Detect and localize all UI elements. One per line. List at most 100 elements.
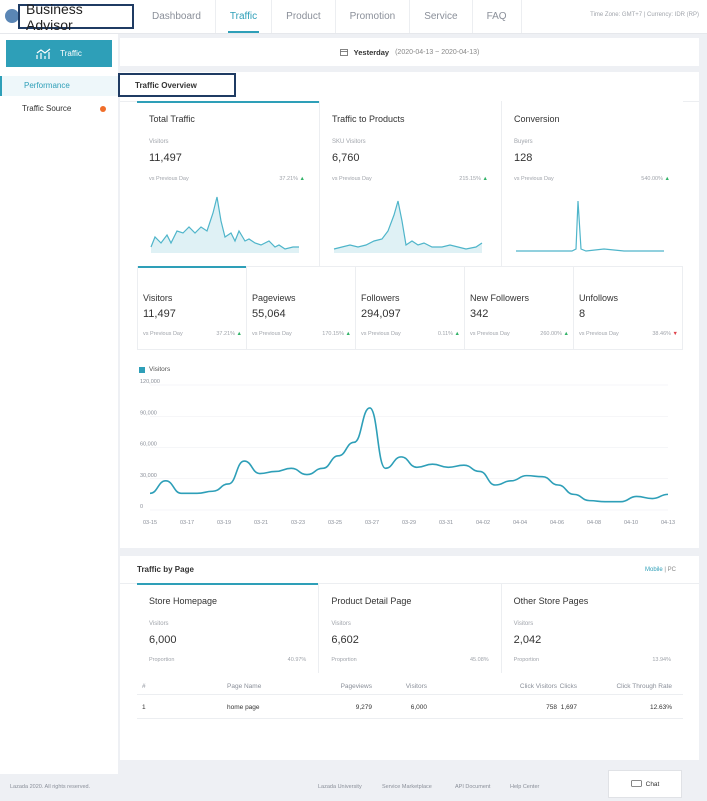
up-arrow-icon: ▲ <box>482 176 488 182</box>
y-tick-label: 30,000 <box>140 473 157 479</box>
compare-value: 37.21% <box>279 176 299 182</box>
metric-tab-pageviews[interactable]: Pageviews 55,064 vs Previous Day 170.15% ▲ <box>247 266 356 350</box>
metric-tab-followers[interactable]: Followers 294,097 vs Previous Day 0.11% ▲ <box>356 266 465 350</box>
nav-promotion[interactable]: Promotion <box>336 0 411 33</box>
table-header: # Page Name Pageviews Visitors Click Visitor… <box>137 680 683 694</box>
compare-pct: 0.11% ▲ <box>438 331 460 337</box>
proportion-label: Proportion <box>513 657 540 663</box>
table-row[interactable]: 1 home page 9,279 6,000 758 1,697 12.63% <box>137 695 683 719</box>
x-tick-label: 03-25 <box>328 520 342 526</box>
nav-faq[interactable]: FAQ <box>473 0 522 33</box>
chat-button[interactable]: Chat <box>608 770 682 798</box>
footer-link-api[interactable]: API Document <box>455 784 491 790</box>
page-card-product-detail-page[interactable]: Product Detail Page Visitors 6,602 Proporti… <box>318 583 500 673</box>
visitors-line-chart: 0 30,000 60,000 90,000 120,000 03-15 03-17 03-1… <box>140 379 675 526</box>
device-toggle: Mobile | PC <box>645 567 676 573</box>
x-tick-label: 03-23 <box>291 520 305 526</box>
sparkline-conversion <box>516 200 664 252</box>
date-label: Yesterday <box>353 47 390 57</box>
card-label: Visitors <box>149 139 169 145</box>
card-compare: vs Previous Day 215.15% ▲ <box>332 176 488 182</box>
sidebar-item-traffic-source[interactable]: Traffic Source <box>0 99 118 119</box>
compare-pct: 215.15% ▲ <box>459 176 488 182</box>
compare-pct: 37.21% ▲ <box>279 176 305 182</box>
proportion-value: 13.94% <box>652 657 671 663</box>
page-card-other-store-pages[interactable]: Other Store Pages Visitors 2,042 Proportion… <box>500 583 683 673</box>
card-value: 6,760 <box>332 152 360 164</box>
legend-swatch <box>139 366 145 373</box>
sparkline-traffic-to-products <box>333 200 483 253</box>
compare-value: 38.46% <box>652 331 672 337</box>
column-header: Click Visitors <box>519 683 557 690</box>
card-conversion[interactable]: Conversion Buyers 128 vs Previous Day 540… <box>501 101 683 266</box>
x-tick-label: 04-04 <box>513 520 527 526</box>
card-total-traffic[interactable]: Total Traffic Visitors 11,497 vs Previou… <box>137 101 319 266</box>
x-tick-label: 04-02 <box>476 520 490 526</box>
sidebar-item-performance[interactable]: Performance <box>0 76 118 96</box>
card-label: Visitors <box>331 621 351 627</box>
metric-tabs: Visitors 11,497 vs Previous Day 37.21% ▲ Pag… <box>137 266 683 350</box>
page-card-store-homepage[interactable]: Store Homepage Visitors 6,000 Proportion 40.… <box>137 583 319 673</box>
card-compare: vs Previous Day 37.21% ▲ <box>149 176 305 182</box>
metric-title: Visitors <box>143 293 173 303</box>
nav-service[interactable]: Service <box>410 0 473 33</box>
x-tick-label: 04-08 <box>587 520 601 526</box>
card-label: SKU Visitors <box>332 139 366 145</box>
card-title: Store Homepage <box>149 596 218 606</box>
metric-tab-unfollows[interactable]: Unfollows 8 vs Previous Day 38.46% ▼ <box>574 266 683 350</box>
metric-value: 8 <box>579 308 586 320</box>
metric-tab-new-followers[interactable]: New Followers 342 vs Previous Day 260.00% ▲ <box>465 266 574 350</box>
card-title: Conversion <box>514 114 560 124</box>
notification-dot <box>100 106 106 112</box>
compare-value: 170.15% <box>322 331 345 337</box>
card-value: 6,602 <box>331 634 359 646</box>
bar-chart-icon <box>36 48 51 59</box>
series-line-visitors <box>149 407 669 503</box>
nav-dashboard[interactable]: Dashboard <box>138 0 216 33</box>
toggle-mobile[interactable]: Mobile <box>645 567 663 573</box>
compare-pct: 540.00% ▲ <box>641 176 670 182</box>
table-cell: 1,697 <box>560 704 577 711</box>
chat-label: Chat <box>645 780 660 788</box>
card-value: 11,497 <box>149 152 182 164</box>
footer-link-university[interactable]: Lazada University <box>318 784 362 790</box>
compare-label: vs Previous Day <box>143 331 183 337</box>
metric-value: 11,497 <box>143 308 176 320</box>
divider <box>137 694 683 695</box>
metric-compare: vs Previous Day 37.21% ▲ <box>143 331 242 337</box>
card-title: Total Traffic <box>149 114 195 124</box>
traffic-by-page-panel <box>120 556 699 760</box>
compare-pct: 260.00% ▲ <box>540 331 569 337</box>
table-cell: 12.63% <box>649 704 672 711</box>
metric-value: 342 <box>470 308 489 320</box>
app-logo[interactable]: Business Advisor <box>18 1 134 33</box>
chart-legend[interactable]: Visitors <box>139 366 170 373</box>
footer-link-marketplace[interactable]: Service Marketplace <box>382 784 432 790</box>
proportion-value: 40.97% <box>287 657 307 663</box>
x-tick-label: 03-21 <box>254 520 268 526</box>
card-compare: vs Previous Day 540.00% ▲ <box>514 176 670 182</box>
x-tick-label: 03-31 <box>439 520 453 526</box>
table-cell: 1 <box>142 704 146 711</box>
column-header: Clicks <box>559 683 577 690</box>
card-traffic-to-products[interactable]: Traffic to Products SKU Visitors 6,760 v… <box>319 101 501 266</box>
legend-label: Visitors <box>149 366 171 373</box>
card-proportion: Proportion 40.97% <box>149 657 306 663</box>
nav-traffic[interactable]: Traffic <box>216 0 273 33</box>
toggle-pc[interactable]: PC <box>667 567 676 573</box>
metric-compare: vs Previous Day 38.46% ▼ <box>579 331 678 337</box>
sidebar-item-label: Traffic Source <box>22 104 72 113</box>
column-header: Page Name <box>227 683 262 690</box>
card-value: 6,000 <box>149 634 177 646</box>
compare-value: 37.21% <box>216 331 236 337</box>
footer-link-help[interactable]: Help Center <box>510 784 540 790</box>
y-tick-label: 60,000 <box>140 442 157 448</box>
table-cell: home page <box>227 704 260 711</box>
x-tick-label: 03-27 <box>365 520 379 526</box>
nav-product[interactable]: Product <box>272 0 336 33</box>
metric-tab-visitors[interactable]: Visitors 11,497 vs Previous Day 37.21% ▲ <box>137 266 247 350</box>
up-arrow-icon: ▲ <box>453 331 460 337</box>
date-bar[interactable]: Yesterday (2020-04-13 ~ 2020-04-13) <box>120 38 699 66</box>
x-tick-label: 03-29 <box>402 520 416 526</box>
sidebar-header[interactable]: Traffic <box>6 40 112 67</box>
